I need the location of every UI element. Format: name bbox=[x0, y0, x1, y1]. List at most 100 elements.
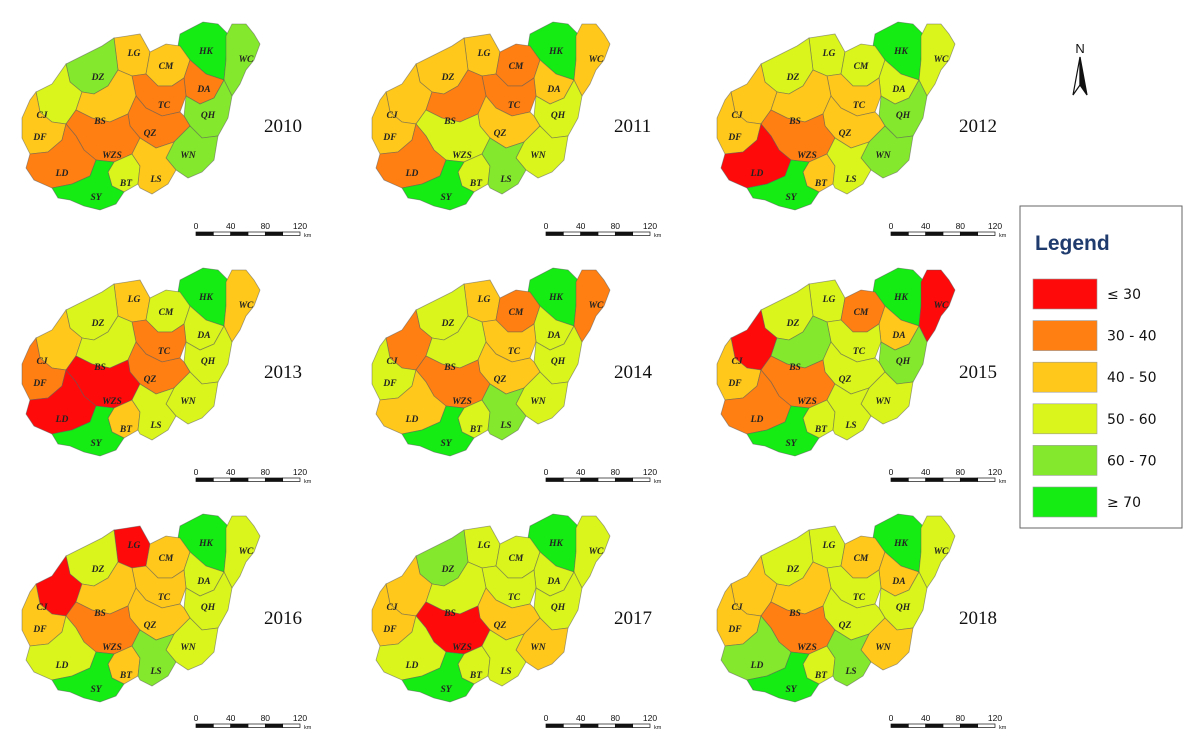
scale-bar: 0 40 80 120 km bbox=[194, 713, 312, 731]
scale-tick-label: 80 bbox=[261, 713, 271, 723]
region-ls-2013 bbox=[131, 383, 177, 441]
region-label-sy: SY bbox=[440, 193, 452, 203]
scale-bar: 0 40 80 120 km bbox=[544, 467, 662, 485]
legend-swatch bbox=[1032, 486, 1098, 518]
scale-tick-label: 80 bbox=[611, 221, 621, 231]
region-label-qz: QZ bbox=[144, 621, 157, 631]
region-label-tc: TC bbox=[853, 593, 866, 603]
region-label-cm: CM bbox=[509, 308, 524, 318]
region-label-da: DA bbox=[546, 577, 560, 587]
legend-title: Legend bbox=[1035, 232, 1110, 255]
region-label-cm: CM bbox=[509, 62, 524, 72]
region-label-da: DA bbox=[196, 85, 210, 95]
region-label-tc: TC bbox=[508, 347, 521, 357]
scale-tick-label: 120 bbox=[643, 221, 657, 231]
year-label: 2010 bbox=[264, 116, 302, 137]
region-label-df: DF bbox=[382, 625, 397, 635]
region-label-sy: SY bbox=[90, 439, 102, 449]
scale-unit: km bbox=[304, 479, 312, 485]
region-label-bs: BS bbox=[93, 117, 106, 127]
scale-tick-label: 0 bbox=[889, 221, 894, 231]
scale-tick-label: 40 bbox=[576, 713, 586, 723]
region-label-lg: LG bbox=[127, 295, 141, 305]
region-ls-2018 bbox=[826, 629, 872, 687]
scale-tick-label: 80 bbox=[956, 713, 966, 723]
scale-tick-label: 40 bbox=[226, 713, 236, 723]
region-sy-2014 bbox=[401, 405, 475, 457]
region-label-qz: QZ bbox=[839, 621, 852, 631]
region-label-ls: LS bbox=[499, 421, 511, 431]
region-label-bt: BT bbox=[119, 179, 133, 189]
region-label-qh: QH bbox=[551, 603, 566, 613]
region-label-wc: WC bbox=[239, 55, 254, 65]
region-label-da: DA bbox=[891, 85, 905, 95]
region-label-sy: SY bbox=[440, 439, 452, 449]
region-label-ls: LS bbox=[499, 667, 511, 677]
region-label-tc: TC bbox=[853, 347, 866, 357]
region-label-qz: QZ bbox=[839, 129, 852, 139]
region-label-tc: TC bbox=[158, 347, 171, 357]
region-label-lg: LG bbox=[477, 541, 491, 551]
north-arrow-icon: N bbox=[1072, 41, 1088, 96]
region-label-bs: BS bbox=[93, 609, 106, 619]
region-label-qh: QH bbox=[551, 357, 566, 367]
map-panel-2018: HK WC LG CM DA DZ TC QH CJ BS QZ DF WZS WN LD BT LS SY 201… bbox=[716, 513, 1007, 731]
region-label-ld: LD bbox=[55, 415, 69, 425]
region-label-lg: LG bbox=[127, 541, 141, 551]
scale-unit: km bbox=[654, 233, 662, 239]
scale-bar: 0 40 80 120 km bbox=[194, 221, 312, 239]
legend-label: 60 - 70 bbox=[1107, 453, 1157, 469]
region-label-cj: CJ bbox=[36, 357, 47, 367]
legend-label: 30 - 40 bbox=[1107, 329, 1157, 345]
region-label-bs: BS bbox=[788, 117, 801, 127]
scale-tick-label: 0 bbox=[544, 713, 549, 723]
region-label-cj: CJ bbox=[731, 603, 742, 613]
region-label-hk: HK bbox=[893, 47, 908, 57]
region-label-dz: DZ bbox=[786, 73, 800, 83]
scale-tick-label: 80 bbox=[261, 467, 271, 477]
legend-swatch bbox=[1032, 403, 1098, 435]
scale-tick-label: 120 bbox=[293, 467, 307, 477]
region-label-wc: WC bbox=[239, 547, 254, 557]
region-sy-2018 bbox=[746, 651, 820, 703]
region-wc-2016 bbox=[223, 515, 261, 589]
region-label-df: DF bbox=[727, 379, 742, 389]
region-label-bs: BS bbox=[788, 363, 801, 373]
region-wc-2014 bbox=[573, 269, 611, 343]
region-label-lg: LG bbox=[822, 295, 836, 305]
scale-tick-label: 120 bbox=[988, 467, 1002, 477]
region-label-dz: DZ bbox=[91, 319, 105, 329]
scale-tick-label: 0 bbox=[194, 713, 199, 723]
region-wc-2018 bbox=[918, 515, 956, 589]
region-label-dz: DZ bbox=[441, 73, 455, 83]
region-label-dz: DZ bbox=[91, 565, 105, 575]
region-label-lg: LG bbox=[822, 541, 836, 551]
map-panel-2012: HK WC LG CM DA DZ TC QH CJ BS QZ DF WZS WN LD BT LS SY 201… bbox=[716, 21, 1007, 239]
region-label-bs: BS bbox=[443, 363, 456, 373]
region-label-cm: CM bbox=[854, 62, 869, 72]
year-label: 2012 bbox=[959, 116, 997, 137]
legend-swatch bbox=[1032, 361, 1098, 393]
region-label-cm: CM bbox=[509, 554, 524, 564]
scale-tick-label: 120 bbox=[293, 713, 307, 723]
region-label-lg: LG bbox=[127, 49, 141, 59]
region-label-qz: QZ bbox=[494, 375, 507, 385]
region-label-df: DF bbox=[382, 379, 397, 389]
legend-label: ≤ 30 bbox=[1107, 287, 1141, 303]
scale-unit: km bbox=[654, 725, 662, 731]
region-wc-2013 bbox=[223, 269, 261, 343]
region-label-ld: LD bbox=[405, 169, 419, 179]
legend-label: ≥ 70 bbox=[1107, 495, 1141, 511]
map-panel-2014: HK WC LG CM DA DZ TC QH CJ BS QZ DF WZS WN LD BT LS SY 201… bbox=[371, 267, 662, 485]
region-label-hk: HK bbox=[548, 539, 563, 549]
legend-swatch bbox=[1032, 320, 1098, 351]
region-label-bt: BT bbox=[119, 671, 133, 681]
region-label-wn: WN bbox=[530, 397, 546, 407]
region-label-qh: QH bbox=[201, 603, 216, 613]
map-panel-2017: HK WC LG CM DA DZ TC QH CJ BS QZ DF WZS WN LD BT LS SY 201… bbox=[371, 513, 662, 731]
year-label: 2018 bbox=[959, 608, 997, 629]
region-label-wn: WN bbox=[875, 151, 891, 161]
region-sy-2015 bbox=[746, 405, 820, 457]
region-label-wc: WC bbox=[589, 301, 604, 311]
